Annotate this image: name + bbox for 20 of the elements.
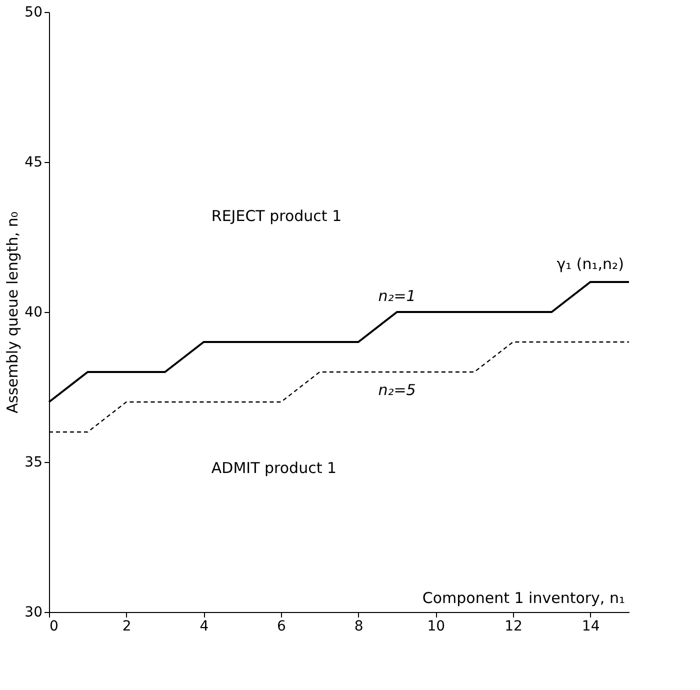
x-tick-label: 10	[427, 618, 446, 634]
annotation: γ₁ (n₁,n₂)	[556, 255, 624, 273]
x-tick-label: 2	[122, 618, 132, 634]
x-tick-label: 4	[200, 618, 209, 634]
x-tick-label: 8	[354, 618, 364, 634]
x-axis-title: Component 1 inventory, n₁	[422, 589, 625, 607]
x-tick-label: 12	[504, 618, 522, 634]
y-tick-label: 30	[24, 604, 42, 620]
x-tick-label: 14	[582, 618, 600, 634]
y-tick-label: 50	[24, 4, 42, 20]
y-tick-label: 40	[24, 304, 42, 320]
series-label: n₂=1	[378, 287, 416, 305]
y-axis-title: Assembly queue length, n₀	[4, 212, 22, 414]
annotation: ADMIT product 1	[211, 459, 337, 477]
y-tick-label: 45	[24, 154, 42, 170]
y-tick-label: 35	[24, 454, 42, 470]
x-tick-label: 6	[277, 618, 286, 634]
series-label: n₂=5	[378, 381, 416, 399]
x-tick-label: 0	[50, 618, 58, 634]
annotation: REJECT product 1	[211, 207, 342, 225]
